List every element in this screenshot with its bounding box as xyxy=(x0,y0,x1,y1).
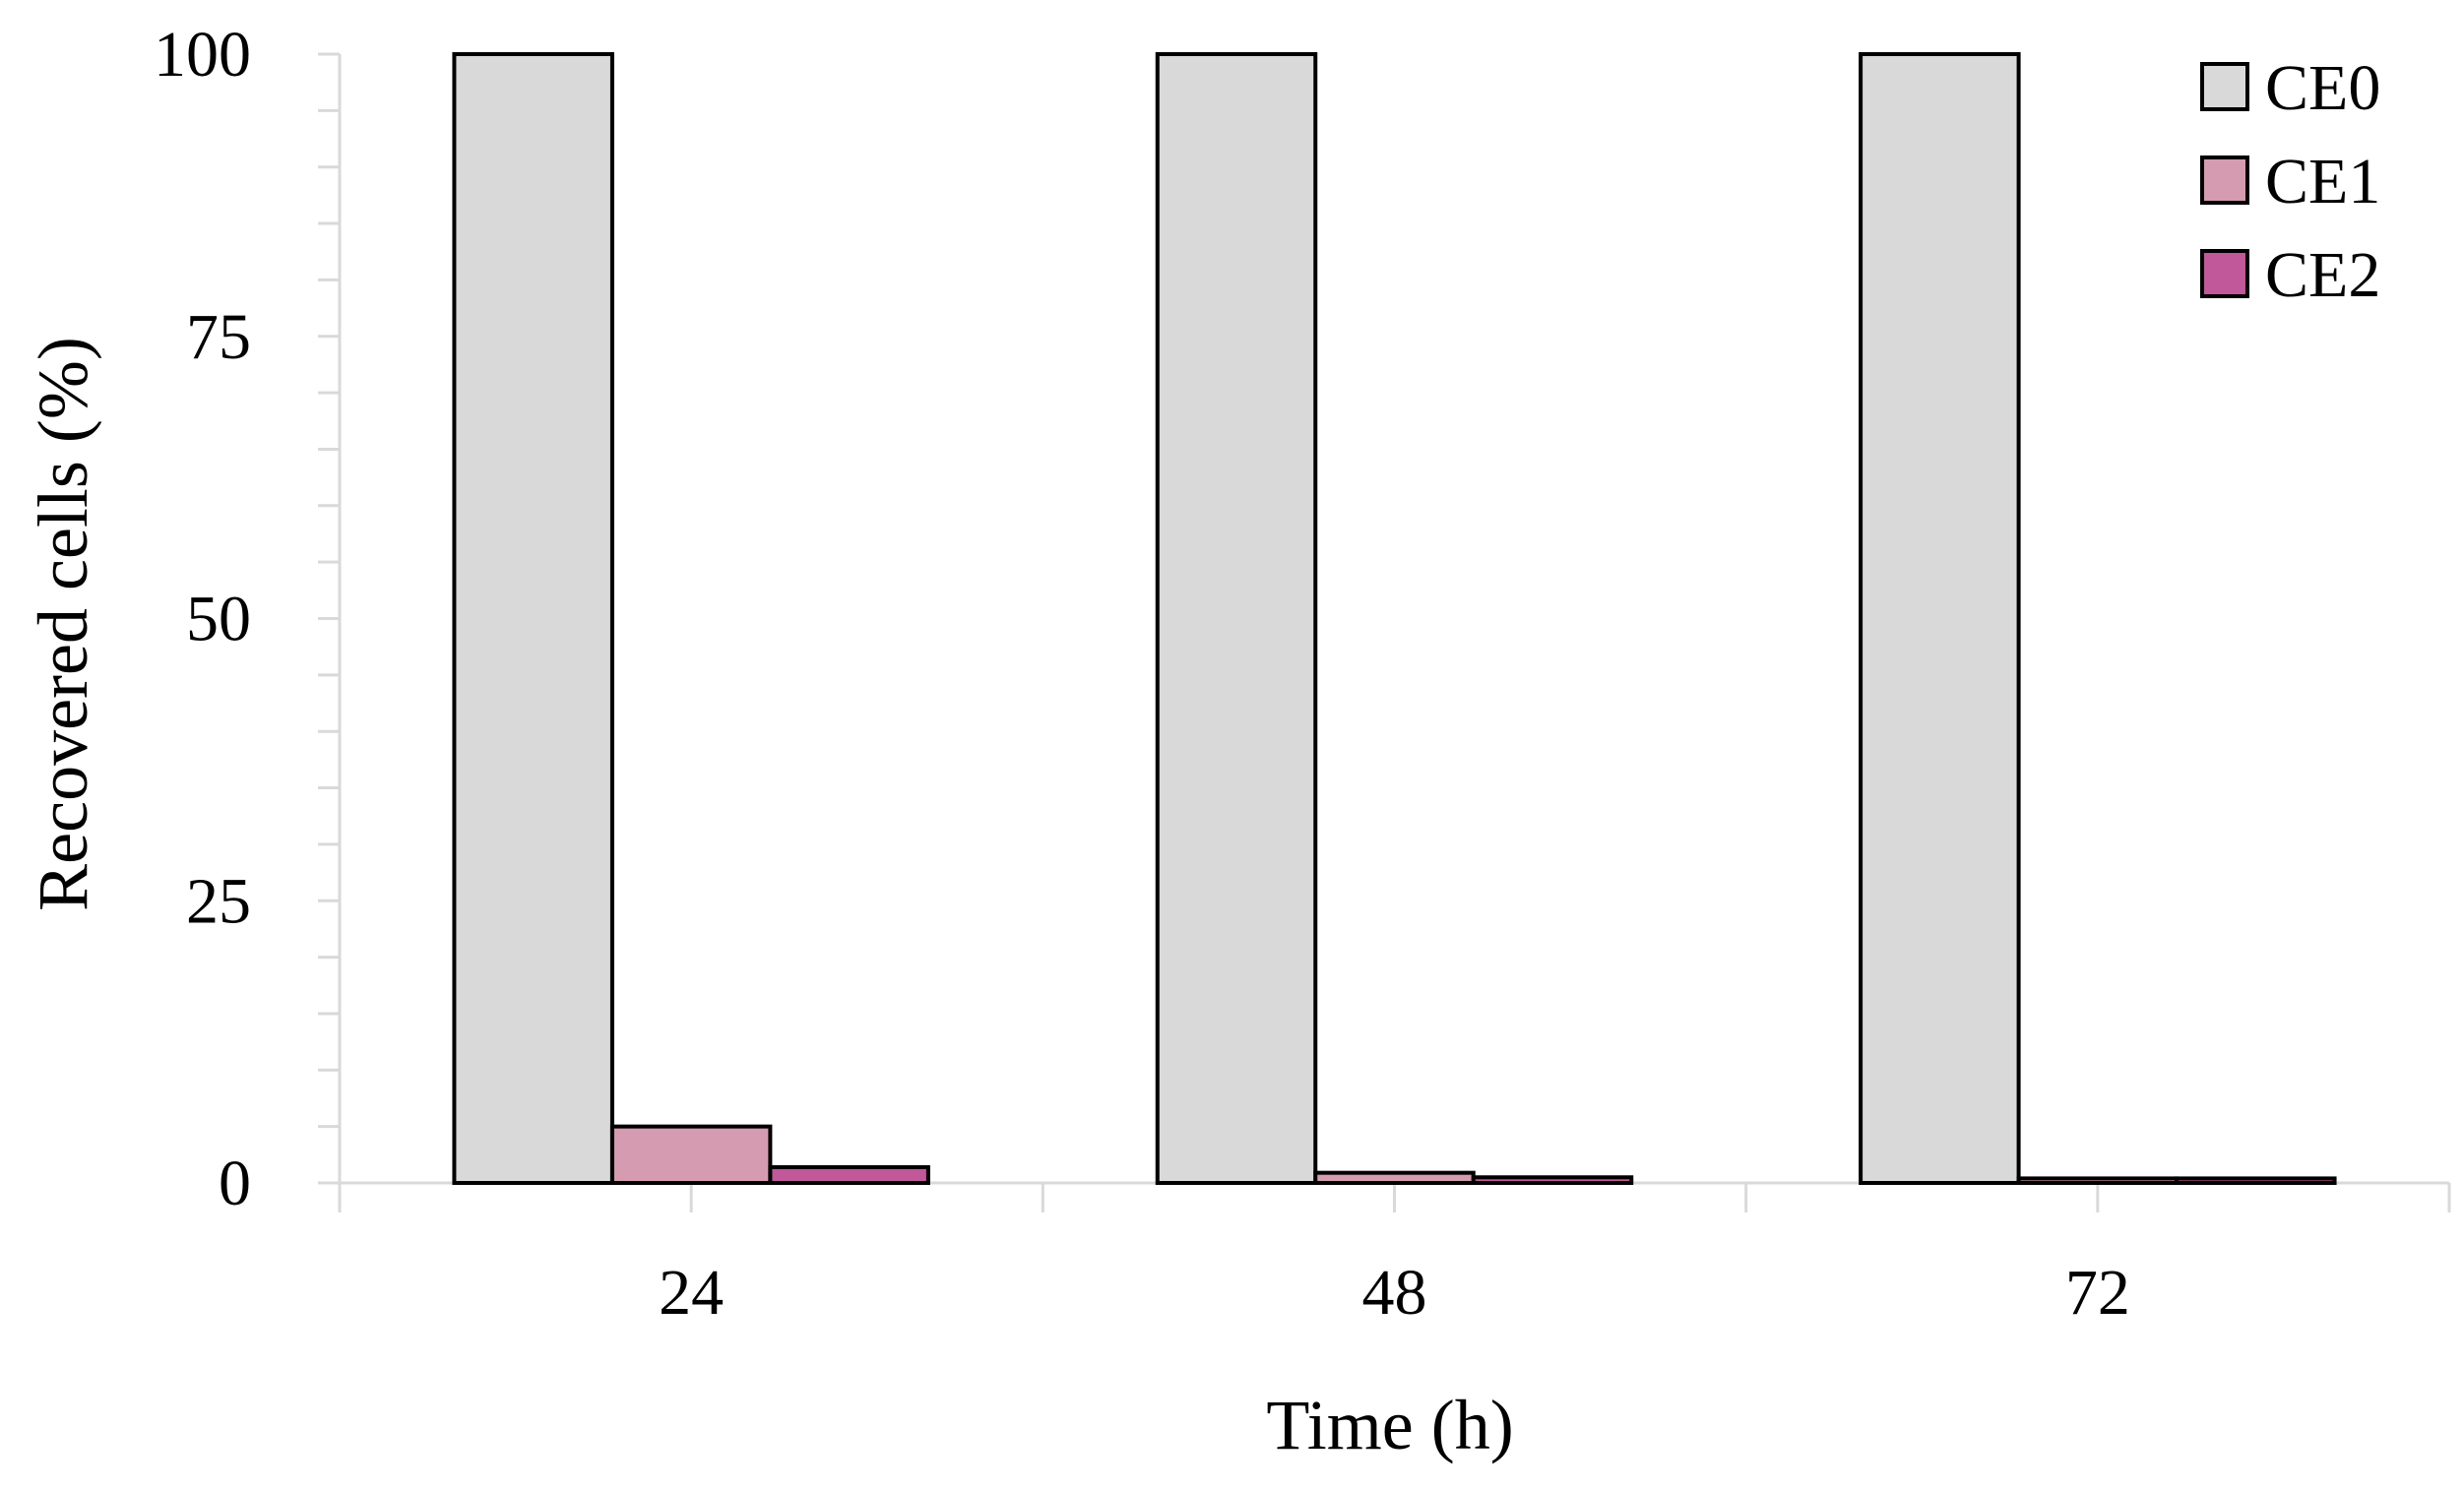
bar-ce2-24 xyxy=(768,1164,930,1186)
y-axis: 0 25 50 75 100 xyxy=(154,19,342,1219)
y-tick-label: 50 xyxy=(186,584,251,655)
bar-ce0-72 xyxy=(1859,52,2021,1185)
y-tick-label: 0 xyxy=(219,1148,251,1219)
bar-ce1-72 xyxy=(2016,1176,2180,1185)
y-tick-label: 25 xyxy=(186,865,251,937)
legend-swatch-ce1 xyxy=(2200,155,2249,205)
bar-ce2-72 xyxy=(2175,1176,2337,1185)
bars xyxy=(452,52,2337,1186)
bar-ce1-48 xyxy=(1313,1170,1476,1186)
x-axis: 24 48 72 xyxy=(338,1181,2451,1329)
y-tick-label: 100 xyxy=(154,19,251,91)
x-axis-title: Time (h) xyxy=(1266,1386,1513,1464)
legend-label-ce1: CE1 xyxy=(2265,146,2380,217)
bar-ce2-48 xyxy=(1471,1175,1634,1186)
legend-swatch-ce0 xyxy=(2200,62,2249,111)
legend-swatch-ce2 xyxy=(2200,249,2249,298)
legend-label-ce2: CE2 xyxy=(2265,239,2380,311)
x-tick-label: 72 xyxy=(2065,1257,2130,1329)
bar-ce0-24 xyxy=(452,52,614,1185)
bar-ce1-24 xyxy=(609,1124,773,1186)
legend-label-ce0: CE0 xyxy=(2265,52,2380,124)
legend: CE0 CE1 CE2 xyxy=(2200,52,2380,311)
x-tick-label: 24 xyxy=(659,1257,724,1329)
bar-ce0-48 xyxy=(1155,52,1318,1185)
x-tick-label: 48 xyxy=(1362,1257,1427,1329)
y-axis-title: Recovered cells (%) xyxy=(24,337,102,911)
y-tick-label: 75 xyxy=(186,301,251,373)
